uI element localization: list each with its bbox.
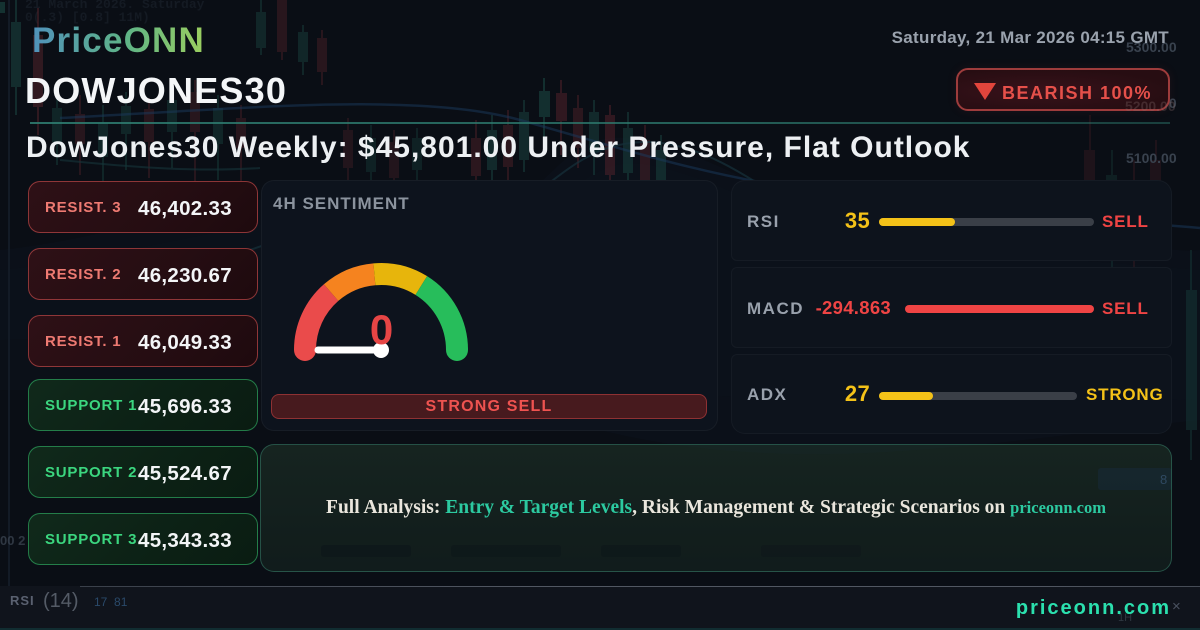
- svg-text:21 March 2026. Saturday: 21 March 2026. Saturday: [25, 0, 205, 12]
- svg-text:8: 8: [1160, 472, 1167, 487]
- svg-text:0: 0: [370, 306, 393, 353]
- svg-text:00 2: 00 2: [0, 533, 25, 548]
- svg-text:0(.3) [0.8] 11M): 0(.3) [0.8] 11M): [25, 10, 150, 25]
- svg-text:5100.00: 5100.00: [1126, 150, 1177, 166]
- svg-text:5300.00: 5300.00: [1126, 39, 1177, 55]
